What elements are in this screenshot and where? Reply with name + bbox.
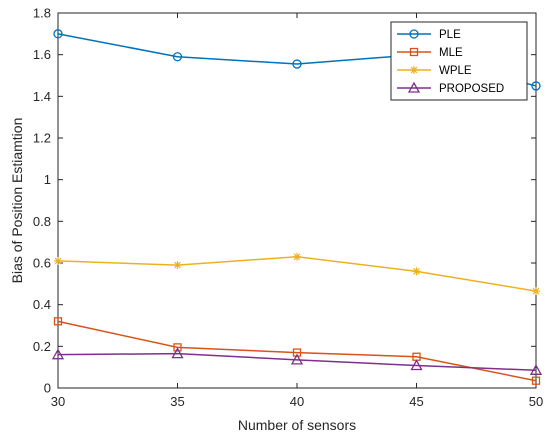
data-point-wple — [173, 261, 182, 270]
asterisk-stroke — [413, 268, 420, 275]
asterisk-stroke — [532, 287, 540, 295]
legend-entry-ple: PLE — [397, 29, 461, 41]
data-point-wple — [54, 256, 62, 265]
legend-label-ple: PLE — [439, 29, 461, 41]
y-tick-label: 1.4 — [33, 89, 51, 104]
asterisk-stroke — [174, 261, 181, 269]
x-axis-title: Number of sensors — [238, 417, 356, 433]
data-point-proposed — [529, 363, 543, 375]
data-point-wple — [532, 287, 540, 296]
legend-label-wple: WPLE — [439, 65, 472, 77]
asterisk-stroke — [410, 66, 418, 74]
data-point-proposed — [410, 359, 423, 371]
series-wple — [54, 252, 540, 296]
data-point-ple — [292, 59, 302, 69]
asterisk-stroke — [293, 253, 301, 261]
legend-marker-wple — [410, 66, 418, 74]
data-point-ple — [172, 52, 183, 62]
legend-marker-ple — [409, 29, 419, 39]
data-point-wple — [293, 252, 301, 261]
x-tick-label: 40 — [290, 394, 304, 409]
legend-marker-mle — [409, 47, 419, 57]
asterisk-stroke — [54, 257, 62, 265]
x-tick-label: 35 — [170, 394, 184, 409]
x-tick-label: 30 — [51, 394, 65, 409]
y-tick-label: 1.2 — [33, 131, 51, 146]
x-tick-label: 45 — [409, 394, 423, 409]
x-tick-label: 50 — [529, 394, 543, 409]
legend: PLE MLE WPLE PROPOSED — [390, 21, 528, 101]
legend-box — [390, 21, 528, 101]
data-point-wple — [412, 267, 421, 276]
y-tick-label: 0 — [44, 381, 51, 396]
data-point-proposed — [51, 348, 65, 360]
series-line-proposed — [57, 352, 537, 372]
y-tick-label: 0.8 — [33, 214, 51, 229]
legend-entry-wple: WPLE — [397, 65, 472, 77]
y-tick-label: 0.2 — [33, 339, 51, 354]
series-layer — [51, 29, 543, 385]
data-point-mle — [53, 317, 63, 326]
series-line-mle — [57, 320, 537, 382]
y-axis-title: Bias of Position Estiamtion — [9, 118, 25, 284]
y-tick-label: 1.6 — [33, 47, 51, 62]
legend-label-mle: MLE — [439, 47, 463, 59]
y-tick-label: 0.4 — [33, 297, 51, 312]
legend-entry-mle: MLE — [397, 47, 463, 59]
data-point-proposed — [171, 347, 184, 359]
legend-entry-proposed: PROPOSED — [397, 81, 504, 95]
y-tick-label: 0.6 — [33, 256, 51, 271]
y-tick-label: 1.8 — [33, 6, 51, 21]
series-proposed — [51, 347, 543, 375]
data-point-mle — [531, 376, 541, 385]
legend-marker-proposed — [407, 81, 421, 93]
y-tick-label: 1 — [44, 172, 51, 187]
data-point-mle — [173, 343, 182, 352]
data-point-ple — [531, 81, 541, 91]
data-point-proposed — [290, 353, 304, 365]
legend-label-proposed: PROPOSED — [439, 83, 504, 95]
data-point-ple — [53, 29, 63, 39]
